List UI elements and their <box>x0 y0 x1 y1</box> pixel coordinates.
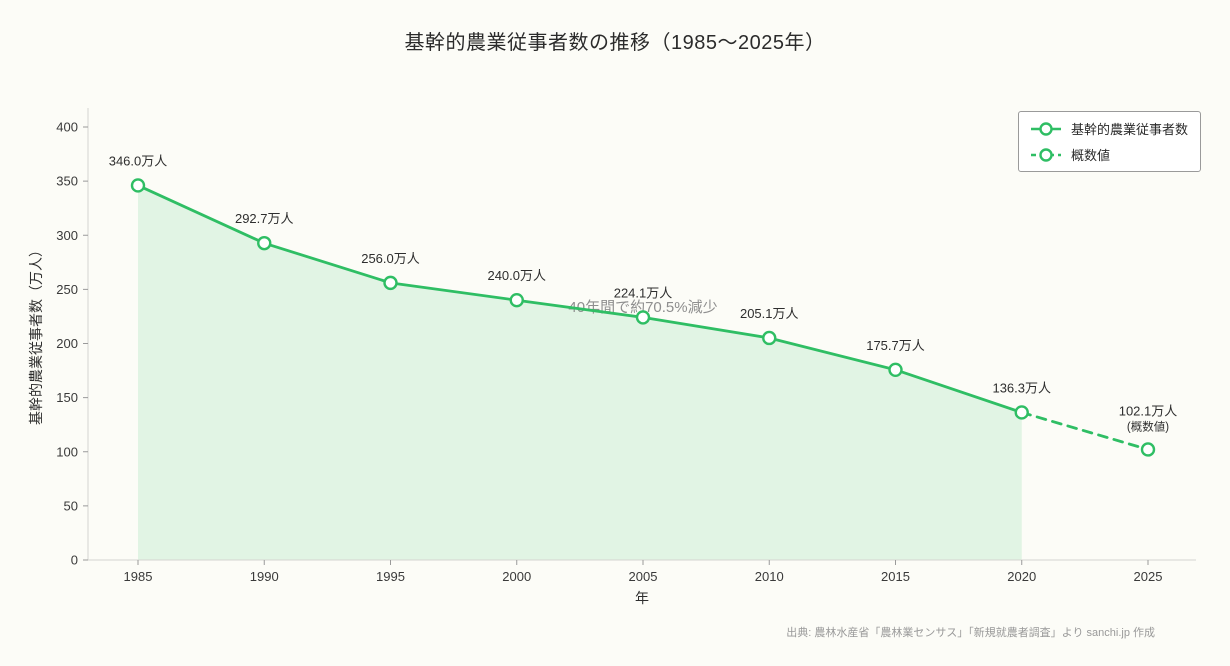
x-tick-label: 2025 <box>1134 569 1163 584</box>
point-label: 205.1万人 <box>740 306 799 321</box>
data-point-marker <box>888 362 903 378</box>
point-label: 136.3万人 <box>992 380 1051 395</box>
legend-label-estimate: 概数値 <box>1071 148 1111 163</box>
x-tick-label: 1990 <box>250 569 279 584</box>
x-tick-label: 1995 <box>376 569 405 584</box>
point-label: 292.7万人 <box>235 211 294 226</box>
y-tick-label: 300 <box>56 228 78 243</box>
chart-title: 基幹的農業従事者数の推移（1985〜2025年） <box>404 32 826 54</box>
y-tick-label: 400 <box>56 120 78 135</box>
y-tick-label: 200 <box>56 336 78 351</box>
data-point-marker <box>635 310 651 325</box>
legend-dashed-line-icon <box>1031 147 1061 162</box>
x-tick-label: 2020 <box>1007 569 1036 584</box>
data-point-marker <box>509 293 524 308</box>
data-point-marker <box>130 178 146 193</box>
point-label: 256.0万人 <box>361 251 420 266</box>
point-label: 346.0万人 <box>109 153 168 168</box>
x-tick-label: 2015 <box>881 569 910 584</box>
y-tick-label: 150 <box>56 390 78 405</box>
point-label: 240.0万人 <box>487 268 546 283</box>
point-label: 102.1万人 <box>1119 403 1178 418</box>
legend: 基幹的農業従事者数 概数値 <box>1018 111 1202 172</box>
x-axis-label: 年 <box>635 590 649 606</box>
data-point-marker <box>762 330 777 346</box>
x-tick-label: 1985 <box>124 569 153 584</box>
data-point-marker <box>257 235 272 251</box>
legend-item-workers: 基幹的農業従事者数 <box>1029 119 1188 138</box>
data-point-marker <box>1140 442 1156 457</box>
point-label: 224.1万人 <box>614 285 673 300</box>
data-point-marker <box>383 275 398 291</box>
y-axis-label: 基幹的農業従事者数（万人） <box>28 243 44 425</box>
legend-solid-line-icon <box>1031 121 1061 136</box>
legend-label-workers: 基幹的農業従事者数 <box>1071 122 1189 137</box>
point-sublabel: (概数値) <box>1127 419 1169 433</box>
point-label: 175.7万人 <box>866 338 925 353</box>
y-tick-label: 50 <box>64 498 78 513</box>
legend-item-estimate: 概数値 <box>1029 145 1188 164</box>
x-tick-label: 2000 <box>502 569 531 584</box>
series-line-dashed <box>1020 411 1150 451</box>
data-point-marker <box>1014 405 1029 420</box>
series-line-solid <box>136 184 1024 414</box>
y-tick-label: 350 <box>56 174 78 189</box>
y-tick-label: 0 <box>71 553 78 568</box>
y-tick-label: 100 <box>56 444 78 459</box>
area-fill <box>138 185 1022 560</box>
x-tick-label: 2010 <box>755 569 784 584</box>
y-tick-label: 250 <box>56 282 78 297</box>
x-tick-label: 2005 <box>629 569 658 584</box>
source-credit: 出典: 農林水産省「農林業センサス」「新規就農者調査」より sanchi.jp … <box>786 627 1155 639</box>
